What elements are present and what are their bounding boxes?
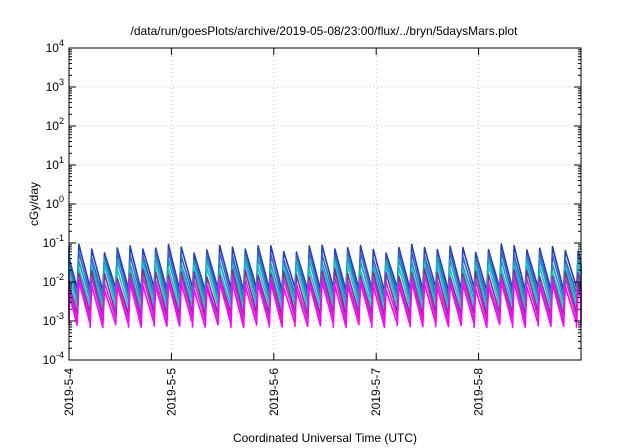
y-axis-title: cGy/day — [27, 182, 41, 226]
x-tick-label: 2019-5-4 — [62, 368, 76, 416]
y-tick-label: 10-1 — [43, 233, 64, 250]
grid — [69, 48, 581, 360]
x-tick-label: 2019-5-6 — [267, 368, 281, 416]
series-line — [68, 280, 582, 329]
x-tick-label: 2019-5-5 — [164, 368, 178, 416]
chart-title: /data/run/goesPlots/archive/2019-05-08/2… — [131, 24, 519, 38]
y-tick-label: 101 — [46, 155, 64, 172]
y-tick-label: 103 — [46, 77, 64, 94]
y-tick-label: 102 — [46, 116, 64, 133]
y-tick-label: 104 — [46, 38, 64, 55]
x-axis-title: Coordinated Universal Time (UTC) — [233, 431, 417, 445]
x-tick-label: 2019-5-8 — [472, 368, 486, 416]
x-axis: 2019-5-4 2019-5-5 2019-5-6 2019-5-7 2019-5-8 — [62, 48, 486, 416]
x-tick-label: 2019-5-7 — [369, 368, 383, 416]
y-tick-label: 10-2 — [43, 272, 64, 289]
series-layer — [68, 243, 582, 329]
y-tick-label: 100 — [46, 194, 64, 211]
y-tick-label: 10-3 — [43, 311, 64, 328]
y-tick-label: 10-4 — [43, 350, 64, 367]
